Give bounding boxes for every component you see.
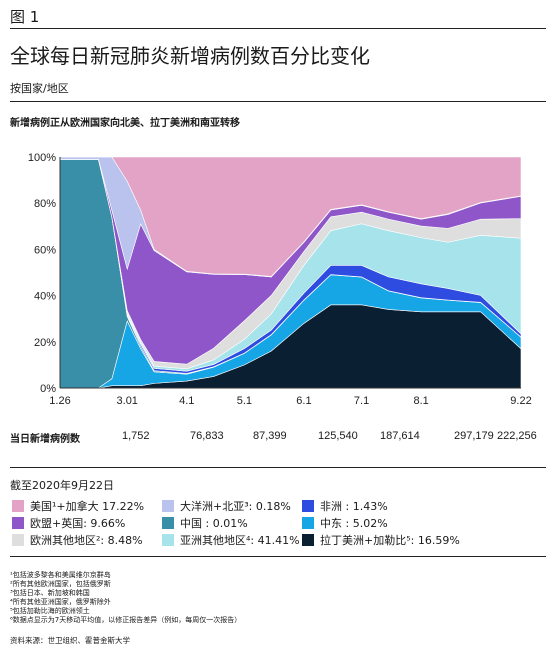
total-value: 125,540 bbox=[318, 430, 358, 442]
y-tick-label: 100% bbox=[28, 152, 56, 164]
legend-swatch bbox=[12, 517, 24, 529]
x-tick-label: 1.26 bbox=[49, 395, 70, 407]
footnote: ⁵包括加勒比海的欧洲领土 bbox=[10, 607, 90, 615]
legend-swatch bbox=[302, 500, 314, 512]
footnote: ²所有其他欧洲国家，包括俄罗斯 bbox=[10, 580, 111, 588]
legend-swatch bbox=[162, 500, 174, 512]
y-tick-label: 40% bbox=[34, 291, 56, 303]
x-tick-label: 9.22 bbox=[510, 395, 531, 407]
legend-item: 亚洲其他地区⁴: 41.41% bbox=[162, 532, 300, 548]
legend-swatch bbox=[302, 534, 314, 546]
figure-label: 图 1 bbox=[10, 8, 40, 26]
y-tick-label: 0% bbox=[40, 383, 56, 395]
legend-item: 大洋洲+北亚³: 0.18% bbox=[162, 498, 291, 514]
footnote: ³包括日本、新加坡和韩国 bbox=[10, 589, 90, 597]
legend-swatch bbox=[302, 517, 314, 529]
legend-item: 非洲 : 1.43% bbox=[302, 498, 388, 514]
y-tick-label: 60% bbox=[34, 244, 56, 256]
legend-rule bbox=[10, 467, 546, 468]
legend-label: 非洲 : 1.43% bbox=[320, 500, 388, 513]
legend-label: 亚洲其他地区⁴: 41.41% bbox=[180, 534, 300, 547]
x-tick-label: 4.1 bbox=[179, 395, 194, 407]
legend-label: 中国 : 0.01% bbox=[180, 517, 248, 530]
chart-subtitle: 按国家/地区 bbox=[10, 82, 69, 95]
legend-swatch bbox=[162, 517, 174, 529]
x-tick-label: 8.1 bbox=[413, 395, 428, 407]
footnote: ¹包括波多黎各和美属维尔京群岛 bbox=[10, 571, 111, 579]
section-title: 新增病例正从欧洲国家向北美、拉丁美洲和南亚转移 bbox=[10, 118, 240, 129]
legend-label: 欧盟+英国: 9.66% bbox=[30, 517, 126, 530]
chart-title: 全球每日新冠肺炎新增病例数百分比变化 bbox=[10, 44, 370, 68]
legend-label: 中东 : 5.02% bbox=[320, 517, 388, 530]
top-rule bbox=[10, 28, 546, 29]
x-tick-label: 3.01 bbox=[117, 395, 138, 407]
legend-item: 欧洲其他地区²: 8.48% bbox=[12, 532, 143, 548]
source-note: 资料来源：世卫组织、霍普金斯大学 bbox=[10, 636, 130, 645]
area-series bbox=[60, 156, 522, 277]
legend-item: 欧盟+英国: 9.66% bbox=[12, 515, 125, 531]
notes-rule bbox=[10, 556, 546, 557]
total-value: 297,179 bbox=[454, 430, 494, 442]
stacked-area-chart: 1.26 3.01 4.1 5.1 6.1 7.1 8.1 9.22 0% 20% 40% 60% 80… bbox=[28, 152, 532, 407]
legend-swatch bbox=[12, 500, 24, 512]
footnote: ⁴所有其他亚洲国家，俄罗斯除外 bbox=[10, 598, 111, 606]
mid-rule bbox=[10, 101, 546, 102]
total-value: 1,752 bbox=[122, 430, 150, 442]
legend-item: 中国 : 0.01% bbox=[162, 515, 248, 531]
as-of-date: 截至2020年9月22日 bbox=[10, 479, 114, 492]
y-tick-label: 80% bbox=[34, 198, 56, 210]
y-tick-label: 20% bbox=[34, 337, 56, 349]
legend-item: 中东 : 5.02% bbox=[302, 515, 388, 531]
x-tick-label: 5.1 bbox=[237, 395, 252, 407]
legend-label: 拉丁美洲+加勒比⁵: 16.59% bbox=[320, 534, 460, 547]
legend-item: 美国¹+加拿大 17.22% bbox=[12, 498, 144, 514]
total-value: 76,833 bbox=[190, 430, 224, 442]
totals-label: 当日新增病例数 bbox=[10, 434, 80, 445]
total-value: 87,399 bbox=[253, 430, 287, 442]
x-tick-label: 7.1 bbox=[354, 395, 369, 407]
total-value: 222,256 bbox=[497, 430, 537, 442]
x-tick-label: 6.1 bbox=[296, 395, 311, 407]
total-value: 187,614 bbox=[380, 430, 420, 442]
legend-swatch bbox=[12, 534, 24, 546]
legend-swatch bbox=[162, 534, 174, 546]
legend-label: 大洋洲+北亚³: 0.18% bbox=[180, 500, 291, 513]
footnote: ⁶数据点显示为7天移动平均值，以修正报告差异（例如，每周仅一次报告） bbox=[10, 616, 242, 624]
legend-item: 拉丁美洲+加勒比⁵: 16.59% bbox=[302, 532, 460, 548]
legend-label: 欧洲其他地区²: 8.48% bbox=[30, 534, 143, 547]
legend-label: 美国¹+加拿大 17.22% bbox=[30, 500, 145, 513]
